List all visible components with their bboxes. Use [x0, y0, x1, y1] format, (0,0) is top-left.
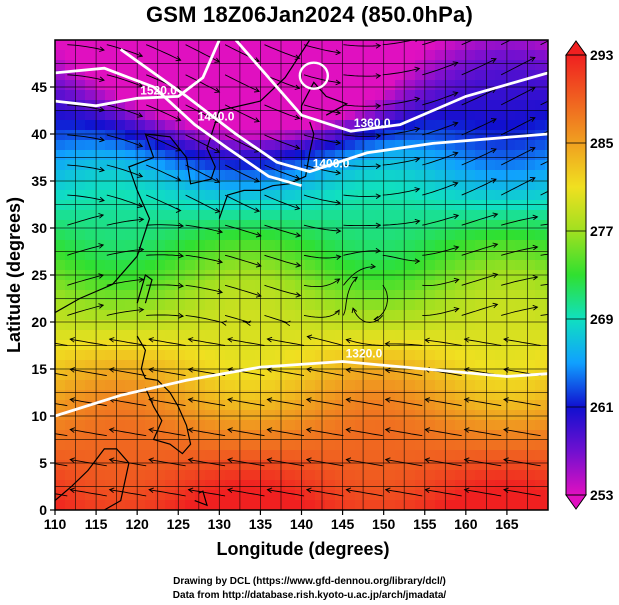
colorbar-tick-label: 285 — [590, 135, 614, 151]
colorbar-max-arrow — [565, 40, 587, 56]
colorbar: 293 285 277 269 261 253 — [565, 40, 614, 510]
y-tick-label: 30 — [31, 220, 47, 236]
x-tick-label: 150 — [372, 516, 396, 532]
x-tick-label: 165 — [495, 516, 519, 532]
colorbar-tick-label: 277 — [590, 223, 614, 239]
contour-label: 1400.0 — [313, 157, 350, 171]
y-tick-label: 10 — [31, 408, 47, 424]
grid-lines — [54, 39, 549, 511]
colorbar-min-arrow — [565, 494, 587, 510]
contour-line — [234, 40, 548, 133]
y-axis-ticks: 0 5 10 15 20 25 30 35 40 45 — [31, 79, 55, 518]
x-tick-label: 135 — [249, 516, 273, 532]
x-tick-label: 160 — [454, 516, 478, 532]
y-tick-label: 0 — [39, 502, 47, 518]
x-tick-label: 115 — [85, 516, 108, 532]
colorbar-tick-label: 269 — [590, 311, 614, 327]
contour-label: 1360.0 — [354, 116, 391, 130]
credit-data: Data from http://database.rish.kyoto-u.a… — [172, 590, 447, 601]
y-axis-label: Latitude (degrees) — [4, 197, 24, 353]
y-tick-label: 40 — [31, 126, 47, 142]
contour-line — [119, 48, 548, 174]
temperature-field — [55, 40, 548, 510]
x-tick-label: 130 — [208, 516, 232, 532]
x-tick-label: 145 — [331, 516, 355, 532]
page-title: GSM 18Z06Jan2024 (850.0hPa) — [145, 2, 474, 27]
credit-drawing: Drawing by DCL (https://www.gfd-dennou.o… — [173, 576, 446, 587]
contour-line — [55, 360, 548, 418]
y-tick-label: 15 — [31, 361, 47, 377]
colorbar-tick-label: 253 — [590, 487, 614, 503]
contour-label: 1440.0 — [198, 110, 235, 124]
contour-line — [55, 40, 221, 108]
x-axis-label: Longitude (degrees) — [216, 539, 389, 559]
colorbar-tick-label: 261 — [590, 399, 614, 415]
y-tick-label: 45 — [31, 79, 47, 95]
x-tick-label: 155 — [413, 516, 437, 532]
x-tick-label: 140 — [290, 516, 314, 532]
y-tick-label: 35 — [31, 173, 47, 189]
closed-contour — [298, 61, 330, 90]
y-tick-label: 25 — [31, 267, 47, 283]
colorbar-bar — [565, 54, 587, 496]
x-tick-label: 120 — [125, 516, 149, 532]
x-tick-label: 125 — [167, 516, 191, 532]
colorbar-tick-label: 293 — [590, 47, 614, 63]
x-axis-ticks: 110 115 120 125 130 135 140 145 150 155 160 165 — [44, 510, 519, 532]
y-tick-label: 5 — [39, 455, 47, 471]
y-tick-label: 20 — [31, 314, 47, 330]
contour-line — [55, 66, 302, 188]
contour-label: 1320.0 — [346, 347, 383, 361]
x-tick-label: 110 — [44, 516, 67, 532]
